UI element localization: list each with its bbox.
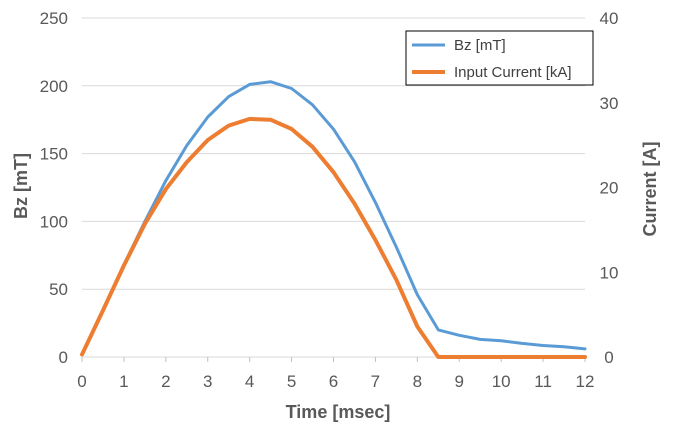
x-tick-label: 10 <box>492 372 511 391</box>
x-tick-label: 8 <box>413 372 422 391</box>
y2-tick-label: 20 <box>600 179 619 198</box>
y-axis-title: Bz [mT] <box>11 153 31 219</box>
series-line-current <box>80 116 587 359</box>
y-tick-label: 200 <box>40 77 68 96</box>
y-tick-label: 0 <box>59 348 68 367</box>
y2-axis-title: Current [A] <box>640 142 660 237</box>
y-tick-label: 150 <box>40 145 68 164</box>
y2-tick-label: 40 <box>600 9 619 28</box>
y-tick-label: 250 <box>40 9 68 28</box>
x-tick-label: 1 <box>119 372 128 391</box>
x-tick-label: 0 <box>77 372 86 391</box>
y2-tick-label: 30 <box>600 94 619 113</box>
x-tick-label: 11 <box>534 372 552 391</box>
x-tick-label: 2 <box>161 372 170 391</box>
x-tick-label: 12 <box>576 372 595 391</box>
legend-box <box>405 30 594 86</box>
series-line-bz <box>80 80 587 356</box>
series-lines <box>80 80 587 359</box>
y-tick-label: 50 <box>49 280 68 299</box>
x-tick-label: 7 <box>371 372 380 391</box>
x-tick-label: 6 <box>329 372 338 391</box>
legend-label-bz: Bz [mT] <box>454 37 506 54</box>
x-axis-title: Time [msec] <box>286 402 391 422</box>
x-tick-label: 4 <box>245 372 254 391</box>
y2-tick-label: 10 <box>600 263 619 282</box>
x-tick-label: 9 <box>455 372 464 391</box>
y-tick-label: 100 <box>40 212 68 231</box>
legend-label-current: Input Current [kA] <box>454 64 572 81</box>
y2-tick-label: 0 <box>604 348 613 367</box>
legend: Bz [mT] Input Current [kA] <box>405 30 594 86</box>
x-tick-label: 5 <box>287 372 296 391</box>
x-tick-label: 3 <box>203 372 212 391</box>
